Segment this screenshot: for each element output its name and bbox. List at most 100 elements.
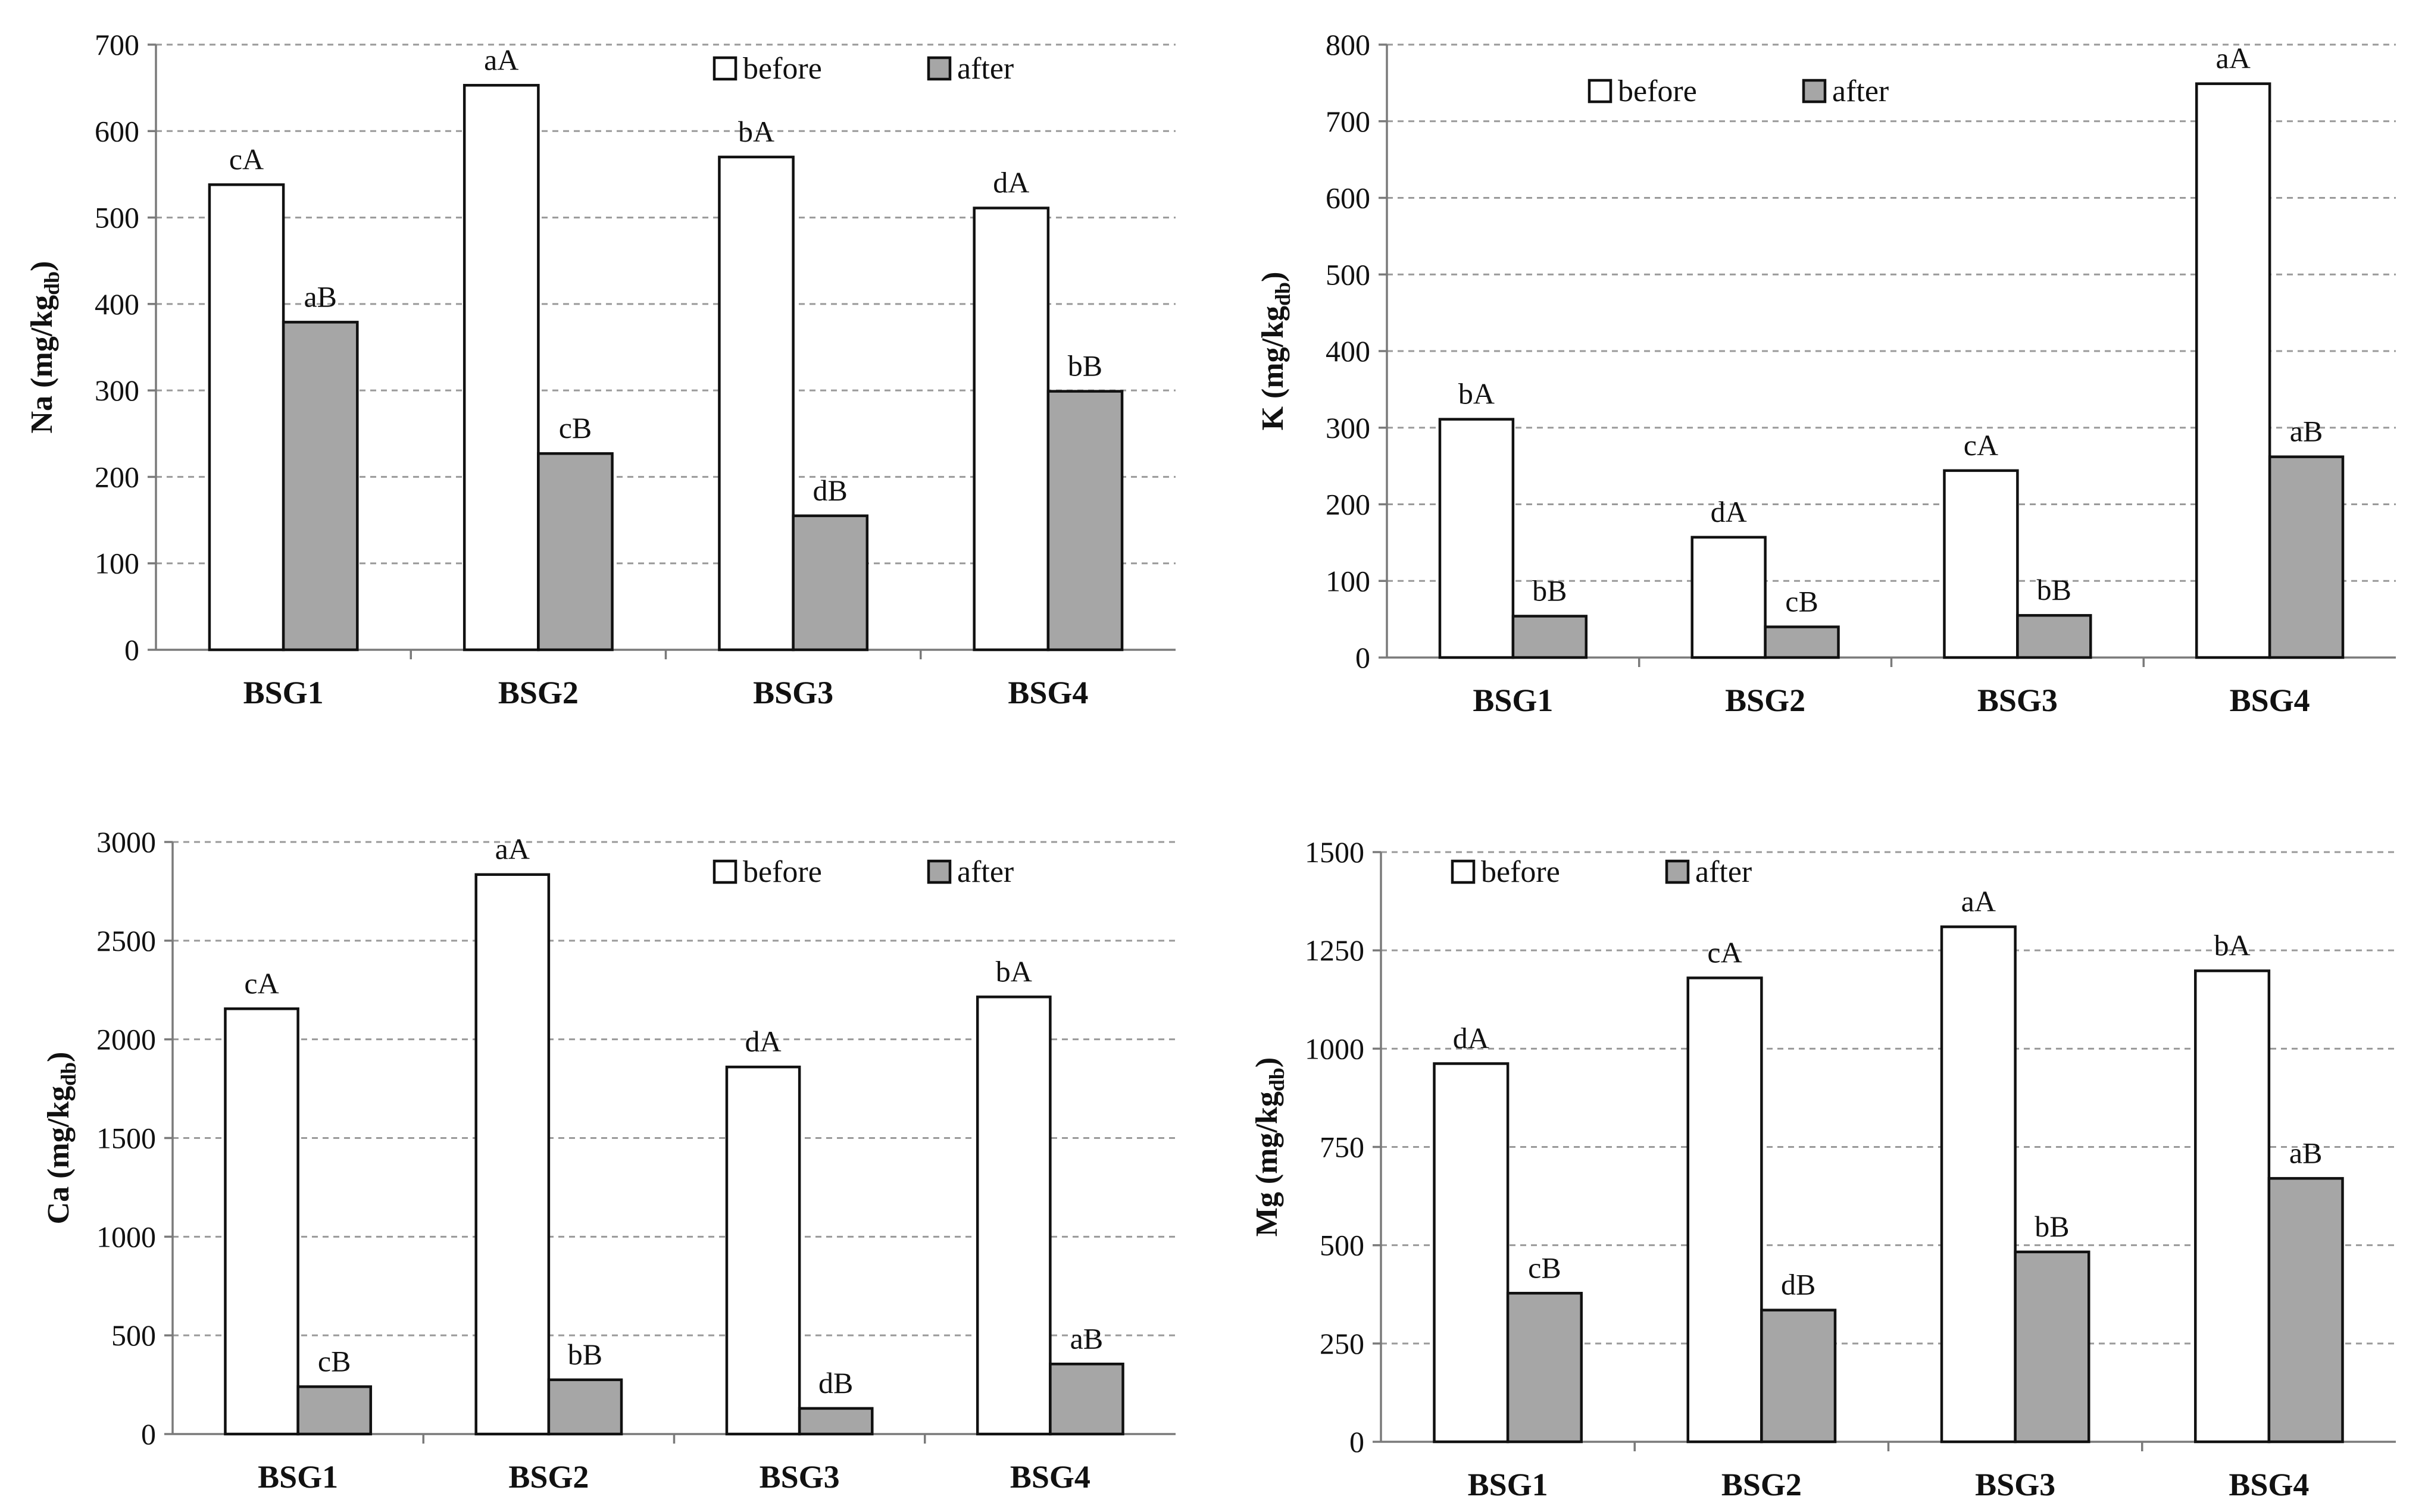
bar-before-bsg3 (1943, 469, 2019, 659)
x-tick-label: BSG1 (1468, 1467, 1548, 1502)
bar-after-bsg2 (547, 1378, 623, 1436)
y-axis-label-main: Mg (mg/kg (1250, 1091, 1284, 1236)
y-tick-label: 200 (95, 460, 139, 493)
bar-after-bsg2 (537, 452, 614, 652)
y-tick-label: 1000 (1305, 1032, 1364, 1065)
legend-label-before: before (743, 52, 822, 86)
data-label: aA (484, 43, 518, 76)
x-tick-label: BSG2 (1721, 1467, 1802, 1502)
y-axis-label-subscript: db (57, 1062, 80, 1086)
data-label: bB (568, 1338, 602, 1371)
bar-after-bsg3 (2016, 613, 2092, 659)
x-tick-label: BSG3 (753, 675, 833, 710)
legend-swatch-after (927, 56, 952, 81)
legend-label-after: after (957, 52, 1014, 86)
y-tick-label: 0 (124, 633, 139, 666)
data-label: cB (1528, 1251, 1561, 1284)
bar-after-bsg2 (1764, 625, 1840, 659)
data-label: cA (244, 966, 279, 1000)
y-tick-label: 400 (1326, 334, 1370, 368)
legend-label-after: after (957, 855, 1014, 889)
data-label: aB (1070, 1322, 1104, 1355)
legend: before after (1451, 855, 1752, 889)
legend-label-before: before (743, 855, 822, 889)
x-tick-label: BSG4 (2229, 1467, 2309, 1502)
bar-before-bsg1 (208, 183, 285, 652)
bar-before-bsg4 (2195, 82, 2271, 659)
y-tick-label: 600 (1326, 181, 1370, 215)
y-axis-label-subscript: db (1271, 282, 1295, 306)
y-axis-label-close: ) (42, 1052, 76, 1062)
bar-after-bsg4 (1049, 1363, 1124, 1436)
bar-before-bsg3 (718, 155, 795, 652)
y-tick-label: 500 (111, 1319, 156, 1352)
y-axis-label-main: K (mg/kg (1256, 306, 1290, 430)
y-tick-label: 1500 (96, 1122, 156, 1155)
x-tick-label: BSG2 (498, 675, 579, 710)
legend-label-before: before (1618, 74, 1697, 108)
bar-before-bsg4 (973, 206, 1050, 652)
data-label: bA (2214, 929, 2251, 962)
x-tick-label: BSG1 (243, 675, 324, 710)
y-tick-label: 2500 (96, 924, 156, 957)
y-tick-label: 750 (1320, 1131, 1364, 1164)
y-axis-label-close: ) (1250, 1057, 1284, 1068)
data-label: dA (1453, 1021, 1489, 1054)
legend-swatch-before (1451, 859, 1476, 884)
bar-after-bsg1 (1511, 615, 1588, 659)
data-label: dB (813, 474, 848, 507)
bar-after-bsg3 (792, 514, 869, 652)
chart-na: 0 100 200 300 400 500 600 700 BSG1 cA aB BSG2 aA cB BS… (25, 28, 1176, 710)
y-tick-label: 0 (1349, 1425, 1364, 1458)
legend: before after (712, 855, 1014, 889)
data-label: dB (1781, 1268, 1815, 1301)
x-tick-label: BSG3 (760, 1459, 840, 1495)
data-label: dA (1711, 495, 1747, 528)
data-label: cA (229, 142, 264, 176)
x-tick-label: BSG3 (1975, 1467, 2055, 1502)
y-tick-label: 700 (1326, 105, 1370, 138)
y-axis-label-subscript: db (1265, 1068, 1289, 1091)
y-tick-label: 1250 (1305, 934, 1364, 967)
legend-swatch-before (712, 859, 738, 884)
y-tick-label: 250 (1320, 1327, 1364, 1360)
x-tick-label: BSG4 (2230, 683, 2310, 718)
x-tick-label: BSG2 (1725, 683, 1805, 718)
legend-swatch-after (927, 859, 952, 884)
data-label: cB (318, 1344, 351, 1378)
y-axis-label: Ca (mg/kgdb) (42, 1052, 80, 1225)
legend: before after (712, 52, 1014, 86)
y-tick-label: 100 (1326, 564, 1370, 597)
y-tick-label: 500 (1326, 258, 1370, 291)
chart-mg: 0 250 500 750 1000 1250 1500 BSG1 dA cB BSG2 cA dB BS… (1250, 835, 2396, 1502)
y-axis-label: K (mg/kgdb) (1256, 272, 1295, 431)
data-label: dA (745, 1025, 781, 1058)
legend: before after (1588, 74, 1889, 108)
y-tick-label: 600 (95, 114, 139, 148)
bar-before-bsg2 (1690, 536, 1767, 659)
y-tick-label: 300 (95, 374, 139, 407)
y-tick-label: 500 (95, 201, 139, 234)
data-label: bB (1068, 349, 1102, 383)
data-label: bB (1532, 574, 1567, 607)
y-axis-label-close: ) (1256, 272, 1290, 282)
y-axis-label: Na (mg/kgdb) (25, 261, 64, 434)
data-label: cB (559, 411, 592, 444)
bar-after-bsg1 (296, 1385, 373, 1436)
y-axis-label-subscript: db (40, 271, 64, 295)
x-tick-label: BSG4 (1008, 675, 1088, 710)
legend-label-after: after (1832, 74, 1889, 108)
data-label: bA (738, 115, 774, 148)
legend-label-before: before (1481, 855, 1560, 889)
chart-ca: 0 500 1000 1500 2000 2500 3000 BSG1 cA cB BSG2 aA bB… (42, 825, 1176, 1495)
y-axis-label-close: ) (25, 261, 59, 271)
x-tick-label: BSG1 (258, 1459, 338, 1495)
bar-before-bsg1 (1438, 418, 1515, 659)
y-tick-label: 1000 (96, 1220, 156, 1253)
bar-after-bsg4 (2267, 1177, 2344, 1444)
bar-after-bsg3 (798, 1407, 874, 1436)
y-tick-label: 2000 (96, 1023, 156, 1056)
bar-after-bsg3 (2014, 1250, 2090, 1444)
chart-k: 0 100 200 300 400 500 600 700 800 BSG1 bA bB BSG2 dA c… (1256, 28, 2396, 718)
